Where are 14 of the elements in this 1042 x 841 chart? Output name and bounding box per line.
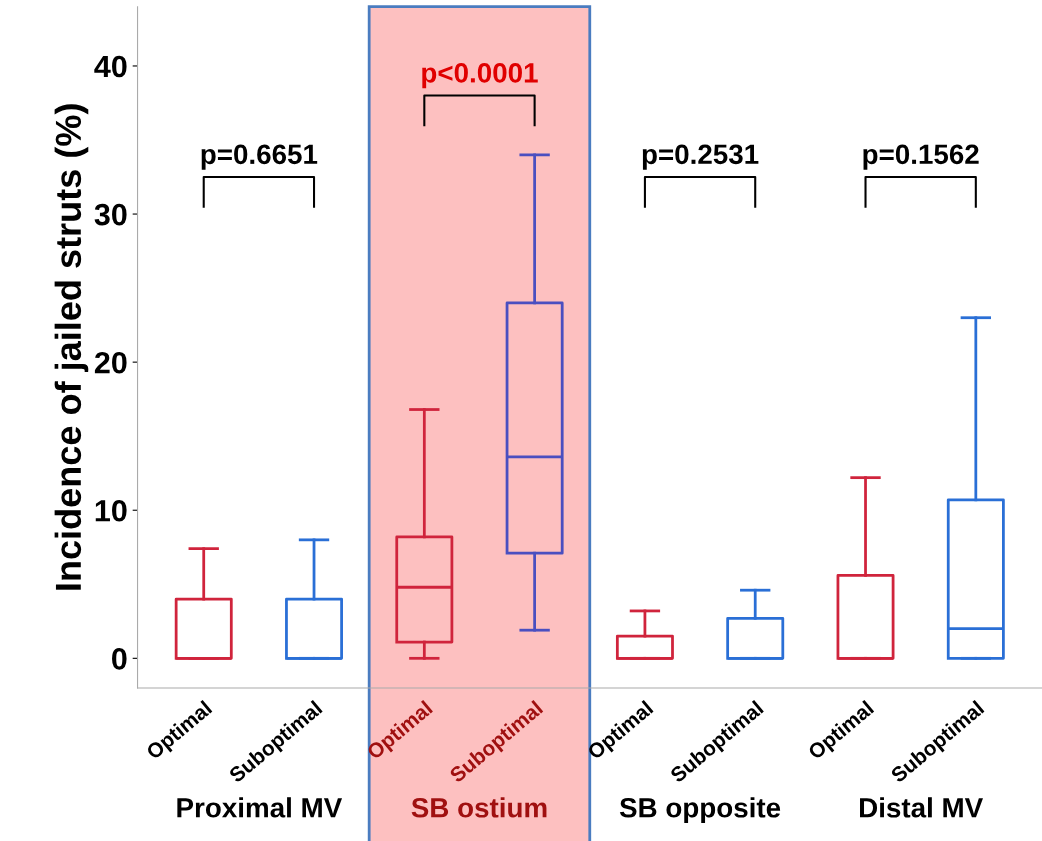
y-tick-label: 0 [112, 648, 127, 670]
y-axis-title: Incidence of jailed struts (%) [54, 104, 89, 590]
annotation: p=0.2531 [642, 144, 759, 170]
y-tick-label: 10 [95, 499, 127, 522]
annotation: p=0.6651 [201, 144, 318, 170]
y-tick-label: 40 [94, 55, 127, 78]
y-tick-label: 20 [94, 351, 127, 374]
text: Proximal MV [177, 797, 343, 818]
annotation: p=0.1562 [863, 144, 979, 170]
y-tick-label: 30 [94, 203, 127, 226]
text: Distal MV [860, 797, 983, 818]
text: SB opposite [619, 797, 781, 824]
annotation: p<0.0001 [422, 63, 538, 89]
text: SB ostium [411, 797, 547, 818]
